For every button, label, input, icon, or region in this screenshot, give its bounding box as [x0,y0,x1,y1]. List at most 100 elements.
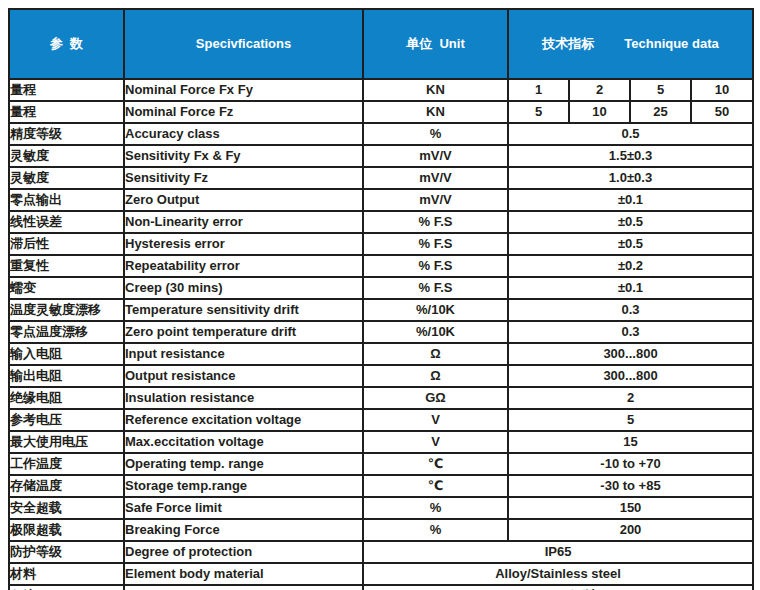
specification-cell: Nominal Force Fx Fy [124,79,363,101]
merged-value-cell: Alloy/Stainless steel [363,563,753,585]
header-param: 参 数 [9,9,124,79]
range-value-cell: 5 [630,79,691,101]
specification-cell: Accuracy class [124,123,363,145]
range-value-cell: 10 [569,101,630,123]
param-zh-cell: 量程 [9,79,124,101]
unit-cell: mV/V [363,167,508,189]
param-zh-cell: 零点输出 [9,189,124,211]
unit-cell: % [363,123,508,145]
specification-cell: Hysteresis error [124,233,363,255]
table-row: 输入电阻Input resistanceΩ300...800 [9,343,753,365]
range-value-cell: 5 [508,101,569,123]
specification-cell: Temperature sensitivity drift [124,299,363,321]
unit-cell: V [363,409,508,431]
param-zh-cell: 极限超载 [9,519,124,541]
range-value-cell: 10 [691,79,753,101]
param-zh-cell: 存储温度 [9,475,124,497]
param-zh-cell: 温度灵敏度漂移 [9,299,124,321]
table-row: 温度灵敏度漂移Temperature sensitivity drift%/10… [9,299,753,321]
table-row: 灵敏度Sensitivity FzmV/V1.0±0.3 [9,167,753,189]
param-zh-cell: 量程 [9,101,124,123]
param-zh-cell: 灵敏度 [9,145,124,167]
specification-cell: Zero point temperature drift [124,321,363,343]
specification-cell: Insulation resistance [124,387,363,409]
value-cell: 1.0±0.3 [508,167,753,189]
param-zh-cell: 蠕变 [9,277,124,299]
range-value-cell: 1 [508,79,569,101]
specification-cell: Zero Output [124,189,363,211]
table-row: 输出电阻Output resistanceΩ300...800 [9,365,753,387]
value-cell: 15 [508,431,753,453]
unit-cell: mV/V [363,189,508,211]
specification-cell: Element body material [124,563,363,585]
value-cell: ±0.5 [508,233,753,255]
table-row: 精度等级Accuracy class%0.5 [9,123,753,145]
unit-cell: KN [363,101,508,123]
table-row: 最大使用电压Max.eccitation voltageV15 [9,431,753,453]
specification-cell: Storage temp.range [124,475,363,497]
param-zh-cell: 零点温度漂移 [9,321,124,343]
param-zh-cell: 安全超载 [9,497,124,519]
unit-cell: % F.S [363,255,508,277]
table-row: 极限超载Breaking Force%200 [9,519,753,541]
value-cell: 5 [508,409,753,431]
spec-sheet-page: 参 数 Specivfications 单位 Unit 技术指标 Techniq… [0,0,760,590]
table-row: 备注Note4~20mA (可选) [9,585,753,590]
value-cell: ±0.1 [508,277,753,299]
unit-cell: V [363,431,508,453]
value-cell: 300...800 [508,365,753,387]
param-zh-cell: 最大使用电压 [9,431,124,453]
unit-cell: GΩ [363,387,508,409]
param-zh-cell: 参考电压 [9,409,124,431]
unit-cell: %/10K [363,321,508,343]
unit-cell: ℃ [363,475,508,497]
value-cell: 1.5±0.3 [508,145,753,167]
param-zh-cell: 精度等级 [9,123,124,145]
unit-cell: ℃ [363,453,508,475]
unit-cell: % [363,497,508,519]
specification-cell: Safe Force limit [124,497,363,519]
param-zh-cell: 材料 [9,563,124,585]
param-zh-cell: 重复性 [9,255,124,277]
unit-cell: mV/V [363,145,508,167]
range-value-cell: 2 [569,79,630,101]
param-zh-cell: 灵敏度 [9,167,124,189]
header-technique-en: Technique data [624,37,718,51]
specification-cell: Nominal Force Fz [124,101,363,123]
specification-cell: Breaking Force [124,519,363,541]
param-zh-cell: 防护等级 [9,541,124,563]
value-cell: ±0.2 [508,255,753,277]
merged-value-cell: 4~20mA (可选) [363,585,753,590]
table-row: 零点温度漂移Zero point temperature drift%/10K0… [9,321,753,343]
unit-cell: %/10K [363,299,508,321]
table-row: 参考电压Reference excitation voltageV5 [9,409,753,431]
param-zh-cell: 输入电阻 [9,343,124,365]
param-zh-cell: 绝缘电阻 [9,387,124,409]
unit-cell: % [363,519,508,541]
table-row: 防护等级Degree of protectionIP65 [9,541,753,563]
header-row: 参 数 Specivfications 单位 Unit 技术指标 Techniq… [9,9,753,79]
header-technique-zh: 技术指标 [542,37,594,51]
table-row: 存储温度Storage temp.range℃-30 to +85 [9,475,753,497]
value-cell: 150 [508,497,753,519]
param-zh-cell: 滞后性 [9,233,124,255]
table-row: 重复性Repeatability error% F.S±0.2 [9,255,753,277]
specification-cell: Note [124,585,363,590]
specification-cell: Output resistance [124,365,363,387]
specification-cell: Sensitivity Fx & Fy [124,145,363,167]
spec-table: 参 数 Specivfications 单位 Unit 技术指标 Techniq… [8,8,754,590]
specification-cell: Repeatability error [124,255,363,277]
unit-cell: % F.S [363,277,508,299]
range-value-cell: 50 [691,101,753,123]
unit-cell: Ω [363,343,508,365]
specification-cell: Max.eccitation voltage [124,431,363,453]
param-zh-cell: 备注 [9,585,124,590]
value-cell: 0.3 [508,299,753,321]
specification-cell: Creep (30 mins) [124,277,363,299]
header-unit: 单位 Unit [363,9,508,79]
header-specifications: Specivfications [124,9,363,79]
value-cell: -30 to +85 [508,475,753,497]
value-cell: -10 to +70 [508,453,753,475]
specification-cell: Operating temp. range [124,453,363,475]
specification-cell: Input resistance [124,343,363,365]
